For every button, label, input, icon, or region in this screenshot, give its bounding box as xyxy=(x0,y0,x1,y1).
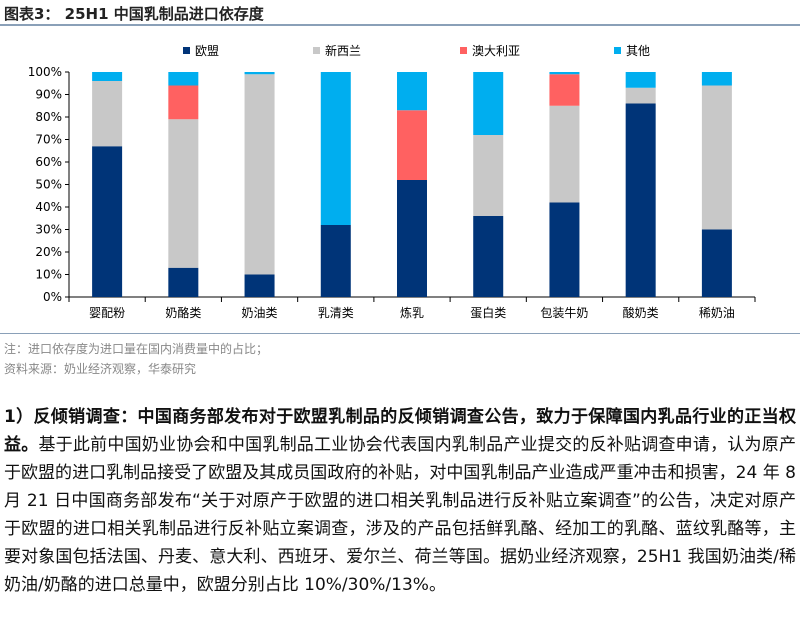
bar-segment xyxy=(92,81,123,147)
y-tick-label: 100% xyxy=(28,65,62,79)
legend-marker xyxy=(460,47,467,54)
y-tick-label: 90% xyxy=(35,88,62,102)
bar-segment xyxy=(473,216,504,297)
legend-marker xyxy=(183,47,190,54)
bar-segment xyxy=(473,135,504,216)
bar-segment xyxy=(473,72,504,135)
x-tick-label: 婴配粉 xyxy=(89,306,125,320)
bar-segment xyxy=(92,146,123,297)
bar-segment xyxy=(320,72,351,225)
y-tick-label: 20% xyxy=(35,245,62,259)
x-tick-label: 乳清类 xyxy=(318,306,354,320)
legend-marker xyxy=(313,47,320,54)
source-divider xyxy=(0,333,800,334)
y-tick-label: 40% xyxy=(35,200,62,214)
title-divider xyxy=(0,24,800,26)
bar-segment xyxy=(625,87,656,104)
y-tick-label: 50% xyxy=(35,178,62,192)
legend-marker xyxy=(614,47,621,54)
y-tick-label: 80% xyxy=(35,110,62,124)
bar-segment xyxy=(168,85,199,120)
bar-segment xyxy=(244,274,275,297)
x-tick-label: 奶酪类 xyxy=(165,305,201,320)
body-text: 基于此前中国奶业协会和中国乳制品工业协会代表国内乳制品产业提交的反补贴调查申请，… xyxy=(4,435,797,595)
bar-segment xyxy=(397,72,427,111)
bar-segment xyxy=(168,119,199,268)
bar-segment xyxy=(244,74,275,275)
bar-segment xyxy=(549,74,580,106)
x-tick-label: 稀奶油 xyxy=(699,306,735,320)
x-tick-label: 蛋白类 xyxy=(470,305,506,320)
bar-segment xyxy=(168,72,199,86)
x-tick-label: 酸奶类 xyxy=(623,305,659,320)
bar-segment xyxy=(549,105,580,203)
bar-segment xyxy=(244,72,275,75)
body-heading: 1）反倾销调查：中国商务部发布对于欧盟乳制品的反倾销调查公告，致力于保障国内乳品… xyxy=(4,407,796,455)
bar-segment xyxy=(625,72,656,88)
x-tick-label: 包装牛奶 xyxy=(540,305,588,320)
y-tick-label: 0% xyxy=(43,290,62,304)
legend-label: 澳大利亚 xyxy=(472,44,520,58)
figure-title: 图表3： 25H1 中国乳制品进口依存度 xyxy=(4,5,264,23)
bar-segment xyxy=(320,225,351,297)
y-tick-label: 30% xyxy=(35,223,62,237)
bar-segment xyxy=(701,72,732,86)
bar-segment xyxy=(397,180,427,297)
legend-label: 新西兰 xyxy=(325,43,361,58)
bar-segment xyxy=(168,267,199,297)
body-paragraph: 1）反倾销调查：中国商务部发布对于欧盟乳制品的反倾销调查公告，致力于保障国内乳品… xyxy=(4,403,796,599)
x-tick-label: 奶油类 xyxy=(242,306,278,320)
chart-source: 资料来源：奶业经济观察，华泰研究 xyxy=(4,362,197,376)
bar-segment xyxy=(701,85,732,230)
x-tick-label: 炼乳 xyxy=(400,305,424,320)
stacked-bar-chart: 0% 10% 20% 30% 40% 50% 60% 70% 80% 90% 100% 婴配粉 奶酪类 奶… xyxy=(28,43,756,320)
bar-segment xyxy=(397,110,427,180)
bar-segment xyxy=(549,72,580,75)
legend-label: 欧盟 xyxy=(195,44,219,58)
y-tick-label: 10% xyxy=(35,268,62,282)
y-tick-label: 70% xyxy=(35,133,62,147)
bar-segment xyxy=(92,72,123,81)
bar-segment xyxy=(549,202,580,297)
legend-label: 其他 xyxy=(626,44,650,58)
bar-segment xyxy=(701,229,732,297)
chart-note: 注：进口依存度为进口量在国内消费量中的占比； xyxy=(4,342,269,356)
y-tick-label: 60% xyxy=(35,155,62,169)
bar-segment xyxy=(625,103,656,297)
